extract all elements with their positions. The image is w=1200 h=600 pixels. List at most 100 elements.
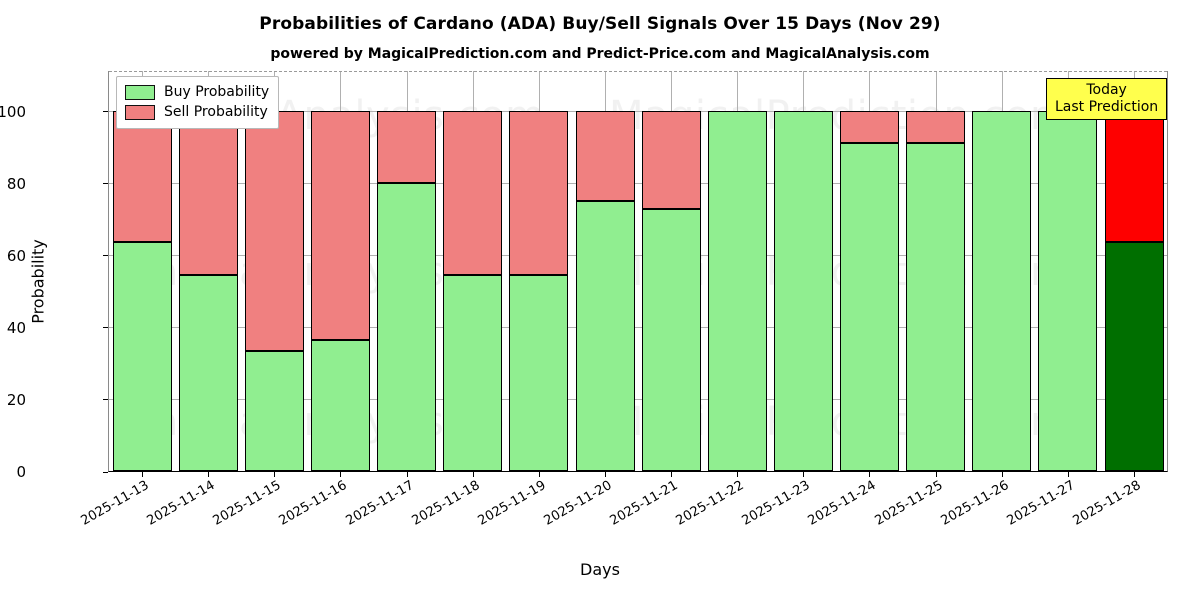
x-tick-mark xyxy=(274,472,275,477)
bar-2025-11-15[interactable] xyxy=(245,71,304,471)
bar-2025-11-20[interactable] xyxy=(576,71,635,471)
legend-item-sell[interactable]: Sell Probability xyxy=(125,102,269,122)
bar-2025-11-24[interactable] xyxy=(840,71,899,471)
reference-line xyxy=(109,71,1167,72)
x-tick-label: 2025-11-15 xyxy=(210,478,284,529)
bar-2025-11-28[interactable] xyxy=(1105,71,1164,471)
chart-title: Probabilities of Cardano (ADA) Buy/Sell … xyxy=(259,14,941,34)
bar-segment-sell xyxy=(377,110,436,183)
bar-2025-11-17[interactable] xyxy=(377,71,436,471)
bar-segment-sell xyxy=(509,110,568,275)
bar-segment-buy xyxy=(113,241,172,471)
plot-area: MagicalAnalysis.comMagicalPrediction.com… xyxy=(108,71,1168,472)
bar-2025-11-21[interactable] xyxy=(642,71,701,471)
x-tick-mark xyxy=(803,472,804,477)
x-tick-mark xyxy=(539,472,540,477)
x-tick-mark xyxy=(869,472,870,477)
bar-2025-11-14[interactable] xyxy=(179,71,238,471)
x-tick-label: 2025-11-13 xyxy=(78,478,152,529)
x-tick-mark xyxy=(208,472,209,477)
bar-2025-11-22[interactable] xyxy=(708,71,767,471)
bar-segment-buy xyxy=(642,209,701,471)
bar-2025-11-18[interactable] xyxy=(443,71,502,471)
horizontal-gridline xyxy=(109,183,1167,184)
bar-segment-buy xyxy=(311,339,370,471)
bar-segment-buy xyxy=(509,274,568,471)
x-tick-label: 2025-11-18 xyxy=(409,478,483,529)
x-tick-label: 2025-11-21 xyxy=(607,478,681,529)
x-tick-label: 2025-11-26 xyxy=(938,478,1012,529)
x-tick-mark xyxy=(142,472,143,477)
y-tick-mark xyxy=(103,399,108,401)
x-tick-mark xyxy=(340,472,341,477)
legend-label-sell: Sell Probability xyxy=(164,104,268,120)
today-annotation-line2: Last Prediction xyxy=(1055,98,1159,115)
bar-2025-11-27[interactable] xyxy=(1038,71,1097,471)
bar-segment-buy xyxy=(840,143,899,471)
legend-label-buy: Buy Probability xyxy=(164,84,270,100)
x-tick-label: 2025-11-25 xyxy=(872,478,946,529)
y-tick-mark xyxy=(103,255,108,257)
y-tick-label: 0 xyxy=(16,463,26,481)
bar-2025-11-23[interactable] xyxy=(774,71,833,471)
today-annotation: Today Last Prediction xyxy=(1046,78,1168,121)
bar-segment-sell xyxy=(906,110,965,144)
bar-segment-sell xyxy=(642,110,701,210)
x-tick-label: 2025-11-20 xyxy=(541,478,615,529)
x-tick-mark xyxy=(407,472,408,477)
x-tick-mark xyxy=(936,472,937,477)
y-tick-label: 80 xyxy=(6,174,26,193)
bar-2025-11-26[interactable] xyxy=(972,71,1031,471)
horizontal-gridline xyxy=(109,255,1167,256)
bar-segment-buy xyxy=(576,200,635,471)
bar-segment-sell xyxy=(113,110,172,242)
x-tick-label: 2025-11-17 xyxy=(343,478,417,529)
bar-segment-buy xyxy=(377,182,436,471)
x-tick-label: 2025-11-14 xyxy=(144,478,218,529)
x-tick-label: 2025-11-24 xyxy=(805,478,879,529)
y-tick-mark xyxy=(103,327,108,329)
x-tick-mark xyxy=(671,472,672,477)
x-tick-label: 2025-11-23 xyxy=(739,478,813,529)
bar-2025-11-25[interactable] xyxy=(906,71,965,471)
bar-segment-sell xyxy=(1105,110,1164,242)
bar-segment-buy xyxy=(245,351,304,471)
bar-segment-sell xyxy=(840,110,899,144)
x-tick-label: 2025-11-22 xyxy=(673,478,747,529)
bar-2025-11-16[interactable] xyxy=(311,71,370,471)
bar-segment-sell xyxy=(311,110,370,340)
chart-legend: Buy Probability Sell Probability xyxy=(116,76,280,129)
bar-segment-buy xyxy=(1038,110,1097,471)
x-tick-mark xyxy=(737,472,738,477)
bar-segment-buy xyxy=(443,274,502,471)
legend-item-buy[interactable]: Buy Probability xyxy=(125,82,269,102)
x-tick-mark xyxy=(1002,472,1003,477)
x-tick-mark xyxy=(605,472,606,477)
legend-swatch-buy xyxy=(125,84,155,100)
x-tick-mark xyxy=(473,472,474,477)
horizontal-gridline xyxy=(109,399,1167,400)
bar-segment-buy xyxy=(972,110,1031,471)
y-tick-label: 20 xyxy=(6,390,26,409)
today-annotation-line1: Today xyxy=(1086,82,1127,98)
horizontal-gridline xyxy=(109,111,1167,112)
bar-2025-11-13[interactable] xyxy=(113,71,172,471)
horizontal-gridline xyxy=(109,327,1167,328)
y-tick-mark xyxy=(103,471,108,473)
bar-segment-buy xyxy=(179,274,238,471)
bar-segment-buy xyxy=(906,143,965,471)
x-tick-mark xyxy=(1134,472,1135,477)
bar-2025-11-19[interactable] xyxy=(509,71,568,471)
y-axis-label: Probability xyxy=(28,239,48,324)
y-tick-mark xyxy=(103,183,108,185)
legend-swatch-sell xyxy=(125,104,155,120)
bar-segment-buy xyxy=(708,110,767,471)
x-tick-label: 2025-11-28 xyxy=(1070,478,1144,529)
bar-segment-sell xyxy=(576,110,635,201)
x-tick-label: 2025-11-27 xyxy=(1004,478,1078,529)
y-tick-label: 40 xyxy=(6,318,26,337)
bar-segment-sell xyxy=(245,110,304,351)
y-tick-label: 100 xyxy=(0,102,26,121)
bar-segment-sell xyxy=(443,110,502,275)
